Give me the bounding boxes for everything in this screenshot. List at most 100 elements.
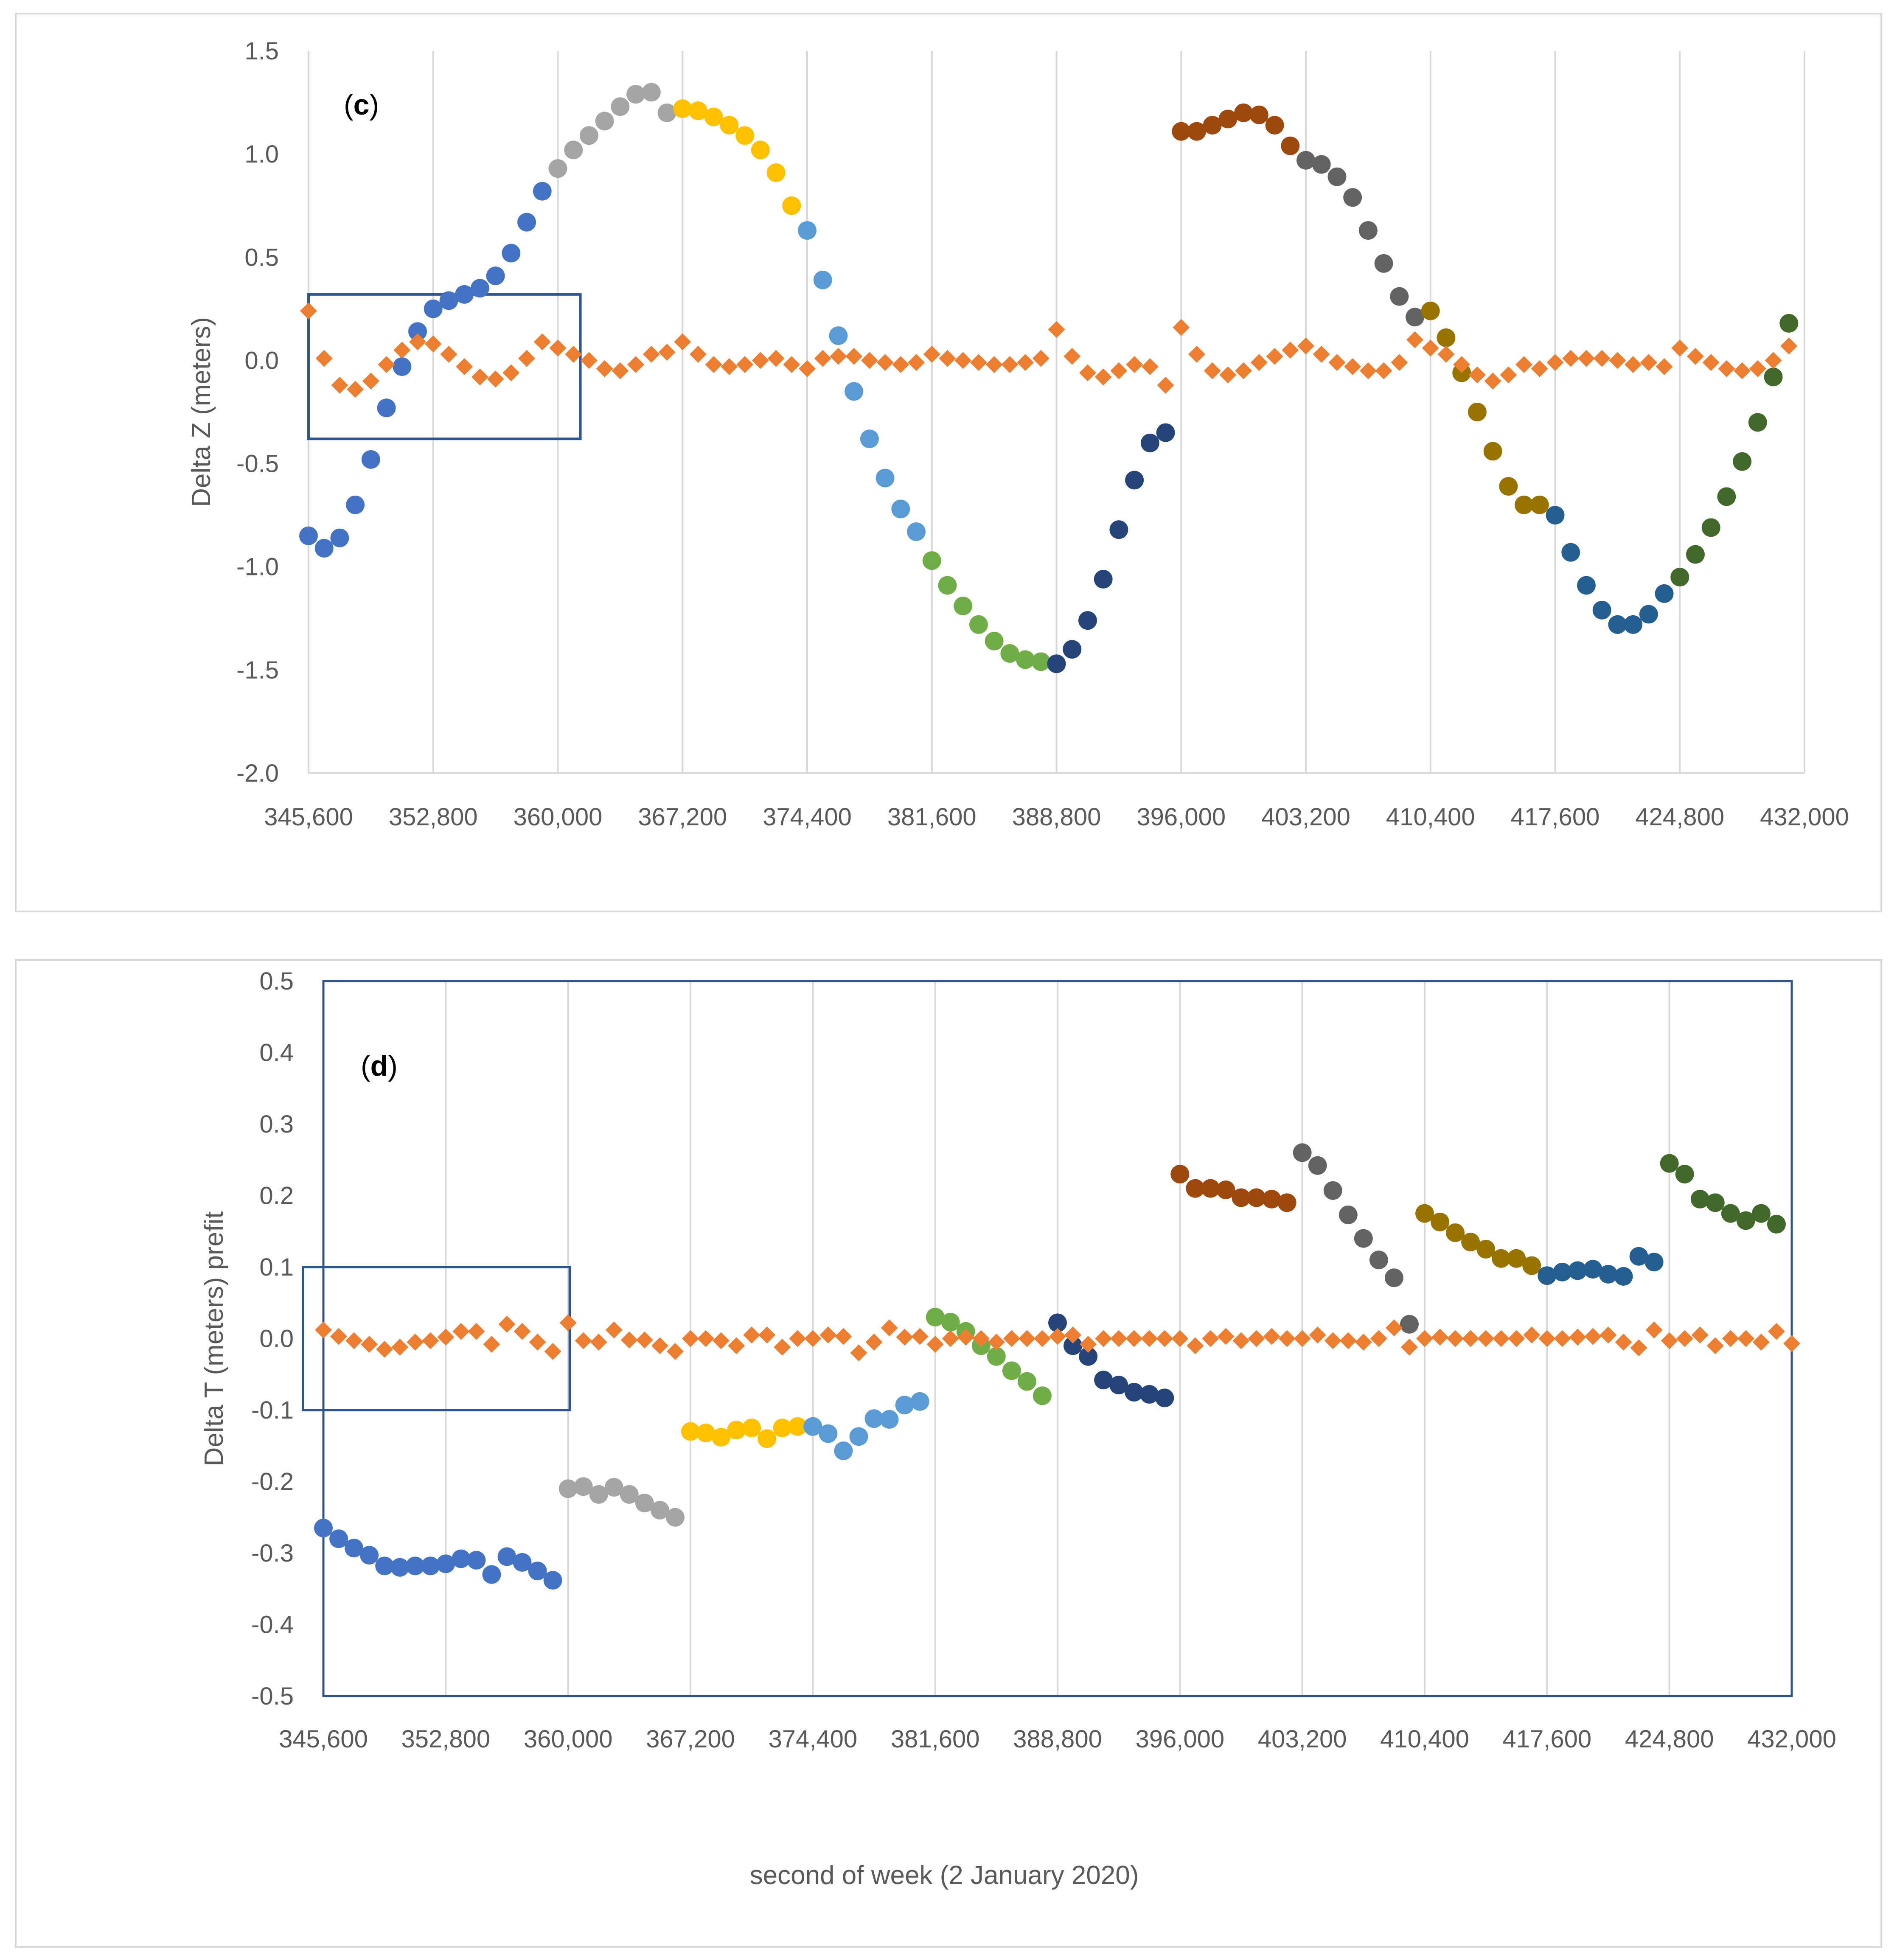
arc-point [1216, 1180, 1235, 1200]
residual-point [452, 1323, 470, 1340]
residual-point [1416, 1330, 1433, 1347]
x-tick-label: 374,400 [763, 803, 852, 831]
residual-point [1765, 352, 1782, 369]
chart-panel-d [15, 959, 1882, 1948]
residual-point [331, 376, 348, 394]
arc-point [1079, 1347, 1098, 1366]
residual-point [970, 354, 987, 371]
residual-point [1141, 1330, 1158, 1347]
arc-point [735, 126, 755, 145]
residual-point [721, 358, 738, 376]
residual-point [814, 350, 831, 367]
residual-point [1219, 366, 1237, 384]
arc-point [1125, 471, 1144, 490]
residual-point [1359, 362, 1377, 379]
arc-point [1155, 1388, 1174, 1408]
residual-point [1749, 360, 1766, 377]
residual-point [1173, 319, 1190, 336]
arc-point [860, 429, 879, 449]
residual-point [1339, 1332, 1357, 1349]
residual-point [658, 343, 676, 361]
residual-point [705, 356, 722, 373]
arc-point [751, 140, 770, 160]
arc-point [864, 1409, 884, 1428]
arc-point [1247, 1188, 1266, 1207]
residual-point [674, 333, 691, 351]
residual-point [1033, 1330, 1051, 1347]
arc-point [360, 1546, 379, 1565]
y-tick-label: 1.5 [244, 37, 279, 65]
arc-point [1599, 1265, 1618, 1284]
arc-point [548, 159, 567, 178]
arc-point [1515, 495, 1534, 514]
arc-point [1583, 1260, 1602, 1279]
residual-point [1171, 1330, 1189, 1347]
arc-point [727, 1421, 746, 1440]
arc-point [390, 1558, 410, 1577]
arc-point [1140, 1385, 1159, 1404]
residual-point [1018, 1330, 1035, 1347]
x-tick-label: 374,400 [769, 1725, 858, 1753]
residual-point [1187, 1337, 1204, 1354]
residual-point [926, 1335, 944, 1353]
arc-point [579, 126, 598, 145]
residual-point [1768, 1323, 1785, 1340]
arc-point [1339, 1205, 1358, 1224]
residual-point [456, 358, 473, 376]
residual-point [988, 1333, 1005, 1351]
residual-point [892, 356, 909, 373]
arc-point [954, 597, 973, 616]
residual-point [1656, 358, 1673, 376]
residual-point [666, 1343, 684, 1360]
arc-point [1468, 403, 1487, 421]
residual-point [1562, 350, 1580, 367]
arc-point [1047, 654, 1066, 673]
arc-point [1717, 487, 1736, 506]
residual-point [1157, 376, 1174, 394]
arc-point [1265, 116, 1284, 135]
chart-c: 1.5 1.0 0.5 0.0 -0.5 -1.0 -1.5 -2.0 345,600 352,8… [187, 37, 1849, 831]
arc-point [1064, 1336, 1083, 1355]
residual-point [514, 1323, 531, 1340]
y-tick-label: -0.5 [236, 450, 279, 478]
residual-point [1584, 1328, 1602, 1345]
residual-point [1385, 1319, 1403, 1337]
y-tick-label: -0.1 [251, 1396, 294, 1424]
arc-point [1327, 167, 1347, 186]
residual-point [1235, 362, 1252, 379]
arc-point [1094, 569, 1113, 589]
residual-point [1577, 350, 1595, 367]
arc-point [1281, 136, 1300, 155]
residual-point [1355, 1333, 1372, 1351]
x-tick-label: 360,000 [514, 803, 603, 831]
y-tick-label: 0.0 [244, 347, 279, 374]
residual-point [774, 1338, 791, 1356]
arc-point [673, 99, 692, 118]
residual-point [954, 352, 972, 369]
residual-point [1437, 345, 1455, 363]
residual-point [1500, 366, 1517, 384]
arc-point [1354, 1229, 1373, 1248]
residual-point [620, 1331, 638, 1349]
residual-point [1645, 1321, 1663, 1339]
residual-point [362, 373, 379, 390]
residual-point [1484, 373, 1501, 390]
residual-point [689, 345, 707, 363]
residual-point [345, 1332, 363, 1349]
residual-point [330, 1328, 348, 1345]
arc-point [574, 1477, 593, 1496]
residual-point [1278, 1330, 1296, 1347]
residual-point [612, 362, 629, 379]
residual-point [939, 350, 956, 367]
residual-point [957, 1329, 974, 1346]
residual-point [1780, 337, 1798, 355]
residual-point [1263, 1328, 1280, 1345]
residual-point [1569, 1329, 1586, 1346]
y-tick-label: -2.0 [236, 760, 279, 787]
residual-point [1328, 354, 1346, 371]
arc-point [1234, 103, 1253, 122]
arc-point [720, 116, 739, 135]
residual-point [1493, 1330, 1510, 1347]
arc-point [424, 299, 443, 318]
arc-point [1109, 520, 1128, 539]
